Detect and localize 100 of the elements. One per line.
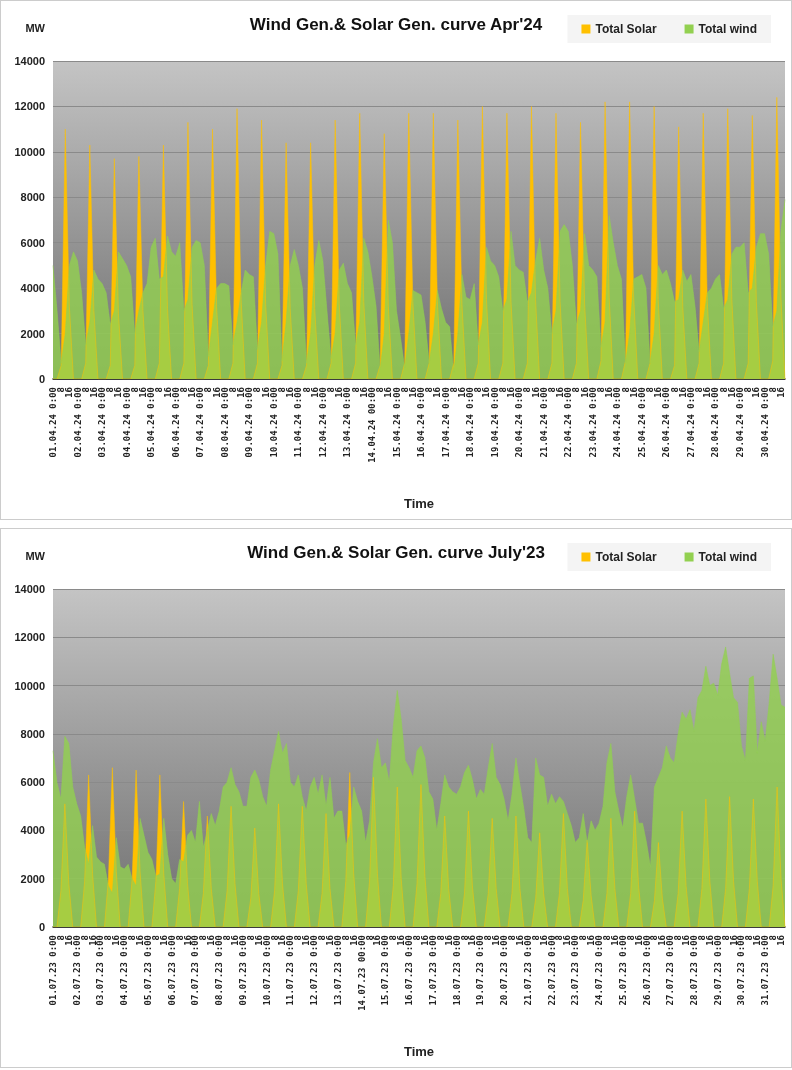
x-tick-label: 8 [554,935,565,941]
x-tick-label: 16 [285,387,296,398]
y-tick-label: 4000 [20,824,45,837]
x-tick-label: 13.04.24 0:00 [342,387,353,458]
x-tick-label: 8 [154,387,165,393]
x-tick-label: 17.04.24 0:00 [440,387,451,458]
x-tick-label: 20.04.24 0:00 [514,387,525,458]
x-tick-label: 16 [443,935,454,946]
x-tick-label: 8 [277,387,288,393]
x-tick-label: 15.07.23 0:00 [380,935,391,1006]
x-tick-label: 8 [625,935,636,941]
x-tick-label: 16 [609,935,620,946]
y-tick-label: 2000 [20,872,45,885]
x-tick-label: 15.04.24 0:00 [391,387,402,458]
x-tick-label: 8 [375,387,386,393]
x-tick-label: 16 [182,935,193,946]
x-tick-label: 8 [522,387,533,393]
x-tick-label: 8 [473,387,484,393]
x-tick-label: 8 [620,387,631,393]
x-tick-label: 8 [103,935,114,941]
x-tick-label: 8 [435,935,446,941]
x-tick-label: 16 [704,935,715,946]
y-tick-label: 2000 [20,327,45,340]
x-tick-label: 16 [334,387,345,398]
x-tick-label: 16 [277,935,288,946]
x-tick-label: 8 [669,387,680,393]
x-tick-label: 24.04.24 0:00 [612,387,623,458]
x-tick-label: 31.07.23 0:00 [760,935,771,1006]
x-tick-label: 16 [751,387,762,398]
x-tick-label: 8 [497,387,508,393]
x-tick-label: 16 [253,935,264,946]
x-axis-title: Time [403,1044,435,1059]
x-axis-title: Time [403,496,435,511]
legend-label: Total wind [698,22,757,36]
x-tick-label: 08.04.24 0:00 [219,387,230,458]
x-tick-label: 16 [653,387,664,398]
x-tick-label: 16.04.24 0:00 [416,387,427,458]
x-tick-label: 07.04.24 0:00 [195,387,206,458]
x-tick-label: 16 [604,387,615,398]
x-tick-label: 16 [383,387,394,398]
x-tick-label: 16 [301,935,312,946]
x-tick-label: 16 [88,387,99,398]
x-tick-label: 8 [178,387,189,393]
x-tick-label: 8 [696,935,707,941]
x-tick-label: 16.07.23 0:00 [404,935,415,1006]
x-tick-label: 8 [424,387,435,393]
x-tick-label: 29.04.24 0:00 [735,387,746,458]
x-tick-label: 19.04.24 0:00 [489,387,500,458]
x-tick-label: 8 [718,387,729,393]
x-tick-label: 8 [252,387,263,393]
x-tick-label: 8 [571,387,582,393]
x-tick-label: 19.07.23 0:00 [475,935,486,1006]
x-tick-label: 8 [174,935,185,941]
x-tick-label: 26.07.23 0:00 [641,935,652,1006]
x-tick-label: 16 [407,387,418,398]
x-tick-label: 16 [467,935,478,946]
y-axis-title: MW [25,21,46,34]
x-tick-label: 8 [399,387,410,393]
x-tick-label: 14.04.24 00:00 [366,387,377,463]
x-tick-label: 8 [198,935,209,941]
x-tick-label: 16 [358,387,369,398]
x-tick-label: 16 [562,935,573,946]
x-tick-label: 16 [162,387,173,398]
x-tick-label: 8 [743,387,754,393]
x-tick-label: 8 [694,387,705,393]
y-tick-label: 14000 [14,55,45,67]
y-axis-title: MW [25,549,46,562]
y-tick-label: 10000 [14,145,45,158]
x-tick-label: 16 [514,935,525,946]
x-tick-label: 14.07.23 00:00 [356,935,367,1011]
x-tick-label: 8 [293,935,304,941]
x-tick-label: 16 [372,935,383,946]
x-tick-label: 8 [150,935,161,941]
x-tick-label: 8 [645,387,656,393]
legend-label: Total Solar [595,22,657,36]
x-tick-label: 16 [775,387,786,398]
x-tick-label: 8 [55,935,66,941]
x-tick-label: 16 [633,935,644,946]
x-tick-label: 16 [111,935,122,946]
x-tick-label: 8 [767,387,778,393]
x-tick-label: 8 [227,387,238,393]
x-tick-label: 8 [530,935,541,941]
x-tick-label: 16 [530,387,541,398]
x-tick-label: 16 [260,387,271,398]
x-tick-label: 10.04.24 0:00 [268,387,279,458]
x-tick-label: 21.07.23 0:00 [522,935,533,1006]
x-tick-label: 8 [459,935,470,941]
x-tick-label: 16 [113,387,124,398]
x-tick-label: 12.07.23 0:00 [309,935,320,1006]
x-tick-label: 8 [326,387,337,393]
x-tick-label: 16 [628,387,639,398]
x-tick-label: 07.07.23 0:00 [190,935,201,1006]
x-tick-label: 16 [481,387,492,398]
y-tick-label: 4000 [20,282,45,295]
x-tick-label: 27.07.23 0:00 [665,935,676,1006]
x-tick-label: 16 [538,935,549,946]
y-tick-label: 0 [38,373,45,385]
x-tick-label: 8 [483,935,494,941]
x-tick-label: 16 [491,935,502,946]
x-tick-label: 16 [187,387,198,398]
